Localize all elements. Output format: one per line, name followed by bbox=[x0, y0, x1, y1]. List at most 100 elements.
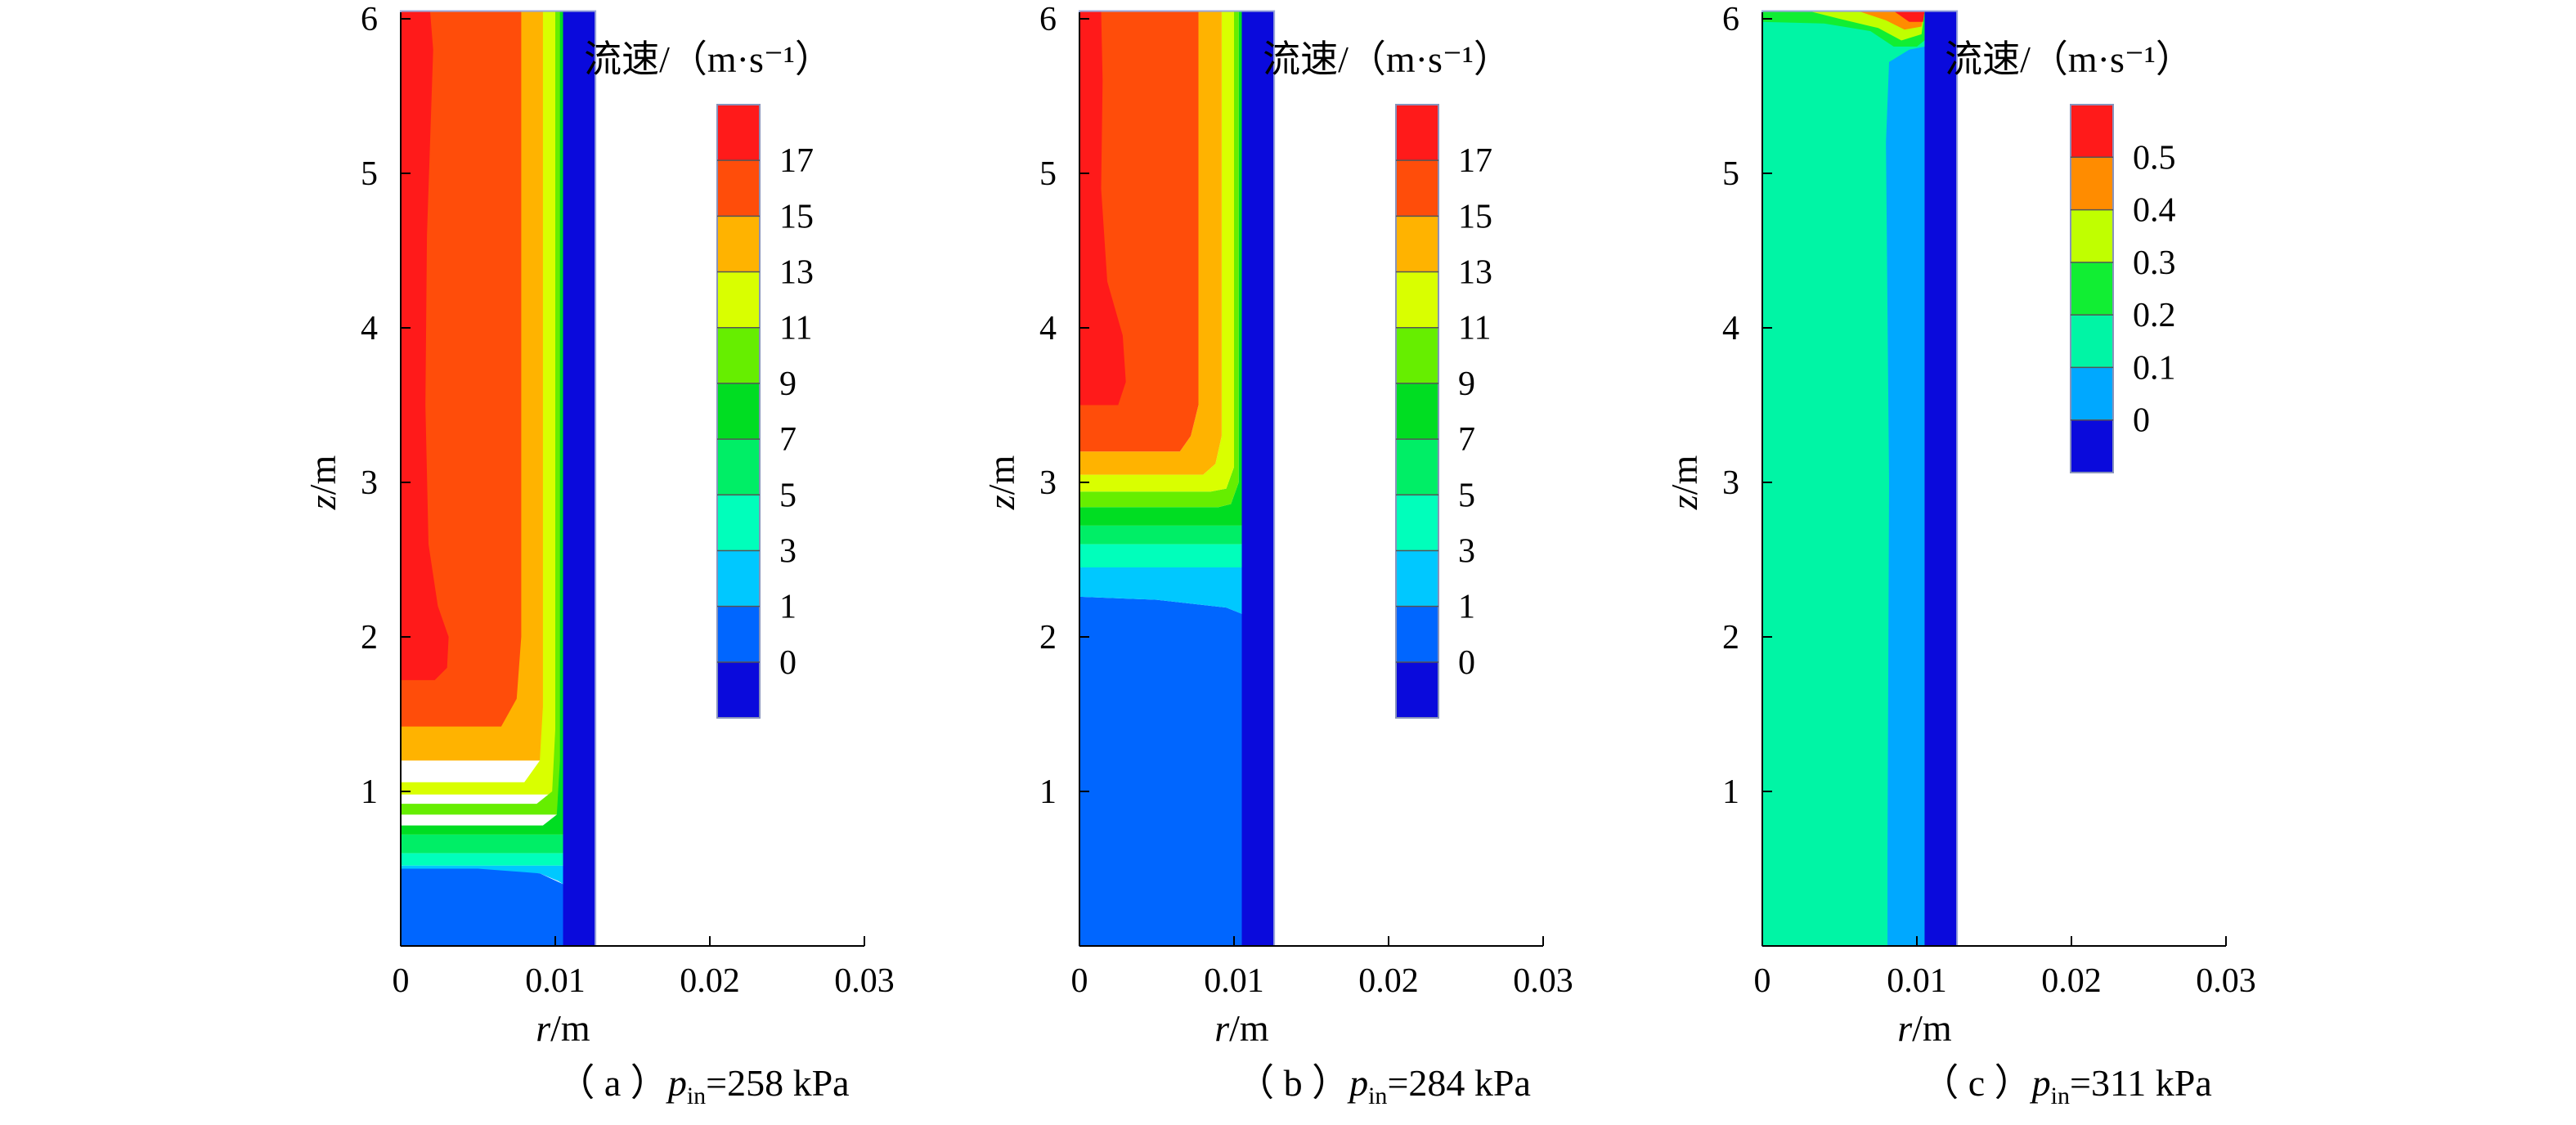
colorbar-level-5: 7 bbox=[779, 421, 797, 459]
y-tick-label-5: 6 bbox=[361, 1, 378, 38]
x-axis-label: r/m bbox=[536, 1007, 590, 1049]
y-tick-label-2: 3 bbox=[1722, 464, 1739, 502]
colorbar-swatch-3 bbox=[1396, 271, 1438, 328]
colorbar-swatch-2 bbox=[2071, 209, 2113, 262]
y-tick-label-4: 5 bbox=[1722, 155, 1739, 193]
colorbar-swatch-6 bbox=[1396, 439, 1438, 495]
colorbar-level-5: 0 bbox=[2133, 402, 2150, 440]
x-tick-label-2: 0.02 bbox=[680, 962, 740, 1000]
colorbar-level-2: 13 bbox=[779, 254, 814, 292]
caption-subscript: in bbox=[2051, 1082, 2070, 1109]
caption-index: （ a ） bbox=[557, 1062, 667, 1104]
y-axis-var: z bbox=[302, 495, 343, 510]
chart-panel-0: 0 0.01 0.02 0.03123456r/mz/m流速/（m·s⁻¹）17151… bbox=[302, 1, 895, 1109]
y-tick-label-5: 6 bbox=[1039, 1, 1057, 38]
colorbar-swatch-2 bbox=[1396, 216, 1438, 272]
caption-subscript: in bbox=[1368, 1082, 1387, 1109]
colorbar-swatch-4 bbox=[717, 327, 760, 383]
y-tick-label-2: 3 bbox=[1039, 464, 1057, 502]
x-tick-label-1: 0.01 bbox=[525, 962, 586, 1000]
colorbar-level-1: 0.4 bbox=[2133, 192, 2176, 230]
colorbar-level-2: 0.3 bbox=[2133, 244, 2176, 282]
caption-index: （ c ） bbox=[1921, 1062, 2031, 1104]
colorbar-swatch-9 bbox=[1396, 606, 1438, 662]
x-axis-label: r/m bbox=[1214, 1007, 1269, 1049]
y-axis-unit: /m bbox=[981, 455, 1022, 495]
x-axis-label: r/m bbox=[1897, 1007, 1952, 1049]
contour-region-2 bbox=[401, 11, 449, 680]
colorbar-swatch-7 bbox=[717, 495, 760, 551]
contour-region-3 bbox=[1079, 544, 1242, 567]
y-tick-label-1: 2 bbox=[361, 619, 378, 657]
colorbar-level-0: 0.5 bbox=[2133, 139, 2176, 177]
y-axis-unit: /m bbox=[1663, 455, 1705, 495]
caption-value: =284 kPa bbox=[1387, 1062, 1530, 1104]
colorbar-swatch-3 bbox=[717, 271, 760, 328]
caption-var: p bbox=[2030, 1062, 2051, 1104]
colorbar-level-3: 0.2 bbox=[2133, 297, 2176, 334]
colorbar-swatch-7 bbox=[1396, 495, 1438, 551]
x-tick-label-2: 0.02 bbox=[1358, 962, 1419, 1000]
x-axis-var: r bbox=[1214, 1007, 1230, 1049]
caption-var: p bbox=[1347, 1062, 1368, 1104]
y-tick-label-3: 4 bbox=[361, 310, 378, 347]
chart-panel-1: 0 0.01 0.02 0.03123456r/mz/m流速/（m·s⁻¹）17151… bbox=[981, 1, 1573, 1109]
contour-region-10 bbox=[401, 868, 563, 946]
colorbar-swatch-10 bbox=[1396, 661, 1438, 718]
colorbar-level-1: 15 bbox=[1458, 198, 1492, 235]
x-tick-label-2: 0.02 bbox=[2041, 962, 2102, 1000]
colorbar-swatch-6 bbox=[2071, 419, 2113, 473]
colorbar: 流速/（m·s⁻¹） 0.5 0.4 0.3 0.2 0.1 0 bbox=[1945, 38, 2193, 473]
contour-region-9 bbox=[401, 865, 563, 885]
y-axis-label: z/m bbox=[981, 455, 1022, 511]
x-tick-label-3: 0.03 bbox=[2196, 962, 2256, 1000]
colorbar-swatch-6 bbox=[717, 439, 760, 495]
x-tick-label-1: 0.01 bbox=[1204, 962, 1264, 1000]
x-tick-label-3: 0.03 bbox=[1513, 962, 1573, 1000]
colorbar-level-4: 9 bbox=[779, 365, 797, 403]
y-tick-label-0: 1 bbox=[1039, 773, 1057, 811]
contour-region-0 bbox=[563, 11, 596, 946]
x-tick-label-0: 0 bbox=[1754, 962, 1771, 1000]
y-axis-var: z bbox=[1663, 495, 1705, 510]
contour-region-8 bbox=[1079, 11, 1222, 475]
colorbar-swatch-5 bbox=[717, 383, 760, 440]
y-tick-label-5: 6 bbox=[1722, 1, 1739, 38]
colorbar-level-7: 3 bbox=[1458, 532, 1475, 570]
contour-region-1 bbox=[1886, 47, 1925, 946]
x-axis-var: r bbox=[536, 1007, 551, 1049]
contour-region-2 bbox=[1079, 567, 1242, 614]
colorbar-swatch-0 bbox=[2071, 105, 2113, 158]
colorbar-swatch-10 bbox=[717, 661, 760, 718]
colorbar-level-9: 0 bbox=[779, 644, 797, 682]
colorbar-swatch-9 bbox=[717, 606, 760, 662]
colorbar-level-8: 1 bbox=[779, 589, 797, 626]
contour-field bbox=[401, 11, 596, 946]
colorbar-level-8: 1 bbox=[1458, 589, 1475, 626]
y-tick-label-1: 2 bbox=[1722, 619, 1739, 657]
y-axis-label: z/m bbox=[302, 455, 343, 511]
caption-var: p bbox=[666, 1062, 687, 1104]
contour-region-1 bbox=[1079, 596, 1242, 946]
colorbar: 流速/（m·s⁻¹） 17 15 13 11 9 7 5 3 1 0 bbox=[1263, 38, 1511, 719]
colorbar-level-1: 15 bbox=[779, 198, 814, 235]
x-tick-label-3: 0.03 bbox=[834, 962, 895, 1000]
y-axis-label: z/m bbox=[1663, 455, 1705, 511]
caption-subscript: in bbox=[687, 1082, 706, 1109]
x-axis-unit: /m bbox=[550, 1007, 590, 1049]
contour-region-0 bbox=[1241, 11, 1275, 946]
panel-caption: （ b ）pin=284 kPa bbox=[1236, 1062, 1531, 1109]
colorbar-swatch-4 bbox=[1396, 327, 1438, 383]
contour-field bbox=[1079, 11, 1275, 946]
colorbar-swatch-5 bbox=[2071, 367, 2113, 420]
caption-index: （ b ） bbox=[1236, 1062, 1349, 1104]
colorbar-frame bbox=[2070, 104, 2114, 473]
colorbar-swatch-8 bbox=[1396, 550, 1438, 607]
colorbar-swatch-2 bbox=[717, 216, 760, 272]
panel-caption: （ a ）pin=258 kPa bbox=[557, 1062, 849, 1109]
chart-panel-2: 0 0.01 0.02 0.03123456r/mz/m流速/（m·s⁻¹）0.50.… bbox=[1663, 1, 2256, 1109]
contour-field bbox=[1762, 11, 1958, 946]
colorbar-swatch-3 bbox=[2071, 262, 2113, 316]
y-tick-label-1: 2 bbox=[1039, 619, 1057, 657]
